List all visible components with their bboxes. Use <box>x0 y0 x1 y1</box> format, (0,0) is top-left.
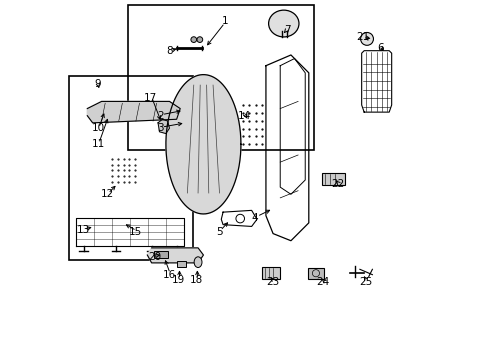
Text: 2: 2 <box>157 111 163 121</box>
Text: 17: 17 <box>144 93 157 103</box>
Circle shape <box>197 37 203 42</box>
Bar <box>261 267 279 279</box>
Text: 6: 6 <box>376 43 383 53</box>
Polygon shape <box>158 119 169 134</box>
Text: 9: 9 <box>94 78 101 89</box>
Text: 18: 18 <box>189 275 203 285</box>
Text: 3: 3 <box>157 123 163 133</box>
Text: 8: 8 <box>166 46 172 57</box>
Bar <box>176 261 185 267</box>
Ellipse shape <box>268 10 298 37</box>
Bar <box>128 5 313 150</box>
Text: 15: 15 <box>129 227 142 237</box>
Text: 24: 24 <box>316 277 329 287</box>
Text: 14: 14 <box>237 111 251 121</box>
Text: 23: 23 <box>266 277 279 287</box>
Text: 12: 12 <box>100 189 113 199</box>
Text: 25: 25 <box>359 277 372 287</box>
Text: 16: 16 <box>163 270 176 280</box>
Text: 10: 10 <box>91 123 104 133</box>
Bar <box>69 76 192 260</box>
Text: 13: 13 <box>77 225 90 235</box>
Bar <box>322 173 344 185</box>
Text: +: + <box>364 36 369 42</box>
Polygon shape <box>87 102 180 123</box>
Circle shape <box>190 37 196 42</box>
Text: 1: 1 <box>221 16 228 26</box>
Polygon shape <box>147 248 203 263</box>
Polygon shape <box>165 75 241 214</box>
Ellipse shape <box>194 257 202 267</box>
Text: 5: 5 <box>216 227 223 237</box>
Bar <box>307 268 323 279</box>
Bar <box>154 251 168 258</box>
Text: 20: 20 <box>147 252 161 262</box>
Text: 4: 4 <box>251 212 258 222</box>
Text: 7: 7 <box>284 25 290 35</box>
Text: 19: 19 <box>171 275 184 285</box>
Text: 22: 22 <box>331 179 344 189</box>
Circle shape <box>360 32 373 45</box>
Text: 11: 11 <box>91 139 104 149</box>
Text: 21: 21 <box>355 32 368 42</box>
